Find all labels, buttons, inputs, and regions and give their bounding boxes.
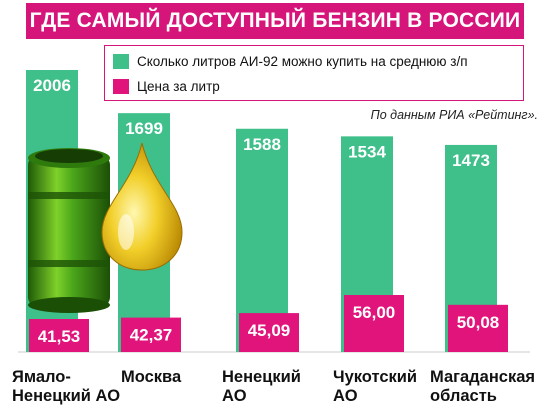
bar-price	[344, 295, 404, 352]
bar-price-label: 50,08	[457, 313, 500, 332]
category-label: Москва	[121, 368, 182, 386]
bar-liters-label: 1588	[243, 135, 281, 154]
bar-price-label: 41,53	[38, 327, 81, 346]
category-label: Ямало- Ненецкий АО	[12, 368, 121, 405]
bar-liters	[26, 70, 78, 352]
category-label: Магаданская область	[430, 368, 536, 405]
bar-liters-label: 1473	[452, 151, 490, 170]
bar-price-label: 42,37	[130, 326, 173, 345]
category-label: Ненецкий АО	[222, 368, 301, 405]
legend-item-price: Цена за литр	[113, 76, 220, 96]
legend-swatch-green	[113, 53, 129, 69]
bar-price-label: 56,00	[353, 303, 396, 322]
legend-swatch-pink	[113, 78, 129, 94]
bar-liters-label: 2006	[33, 76, 71, 95]
legend-label-liters: Сколько литров АИ-92 можно купить на сре…	[137, 53, 468, 69]
bar-liters-label: 1699	[125, 119, 163, 138]
source-note: По данным РИА «Рейтинг».	[370, 108, 538, 122]
legend-item-liters: Сколько литров АИ-92 можно купить на сре…	[113, 51, 468, 71]
bar-price-label: 45,09	[248, 321, 291, 340]
bar-price	[29, 319, 89, 352]
legend-label-price: Цена за литр	[137, 78, 220, 94]
legend: Сколько литров АИ-92 можно купить на сре…	[104, 45, 524, 101]
bar-price	[239, 313, 299, 352]
bar-liters-label: 1534	[348, 142, 386, 161]
bar-liters	[118, 113, 170, 352]
category-label: Чукотский АО	[333, 368, 418, 405]
bar-price	[448, 304, 508, 352]
bar-price	[121, 317, 181, 352]
chart-title: ГДЕ САМЫЙ ДОСТУПНЫЙ БЕНЗИН В РОССИИ	[26, 3, 524, 39]
